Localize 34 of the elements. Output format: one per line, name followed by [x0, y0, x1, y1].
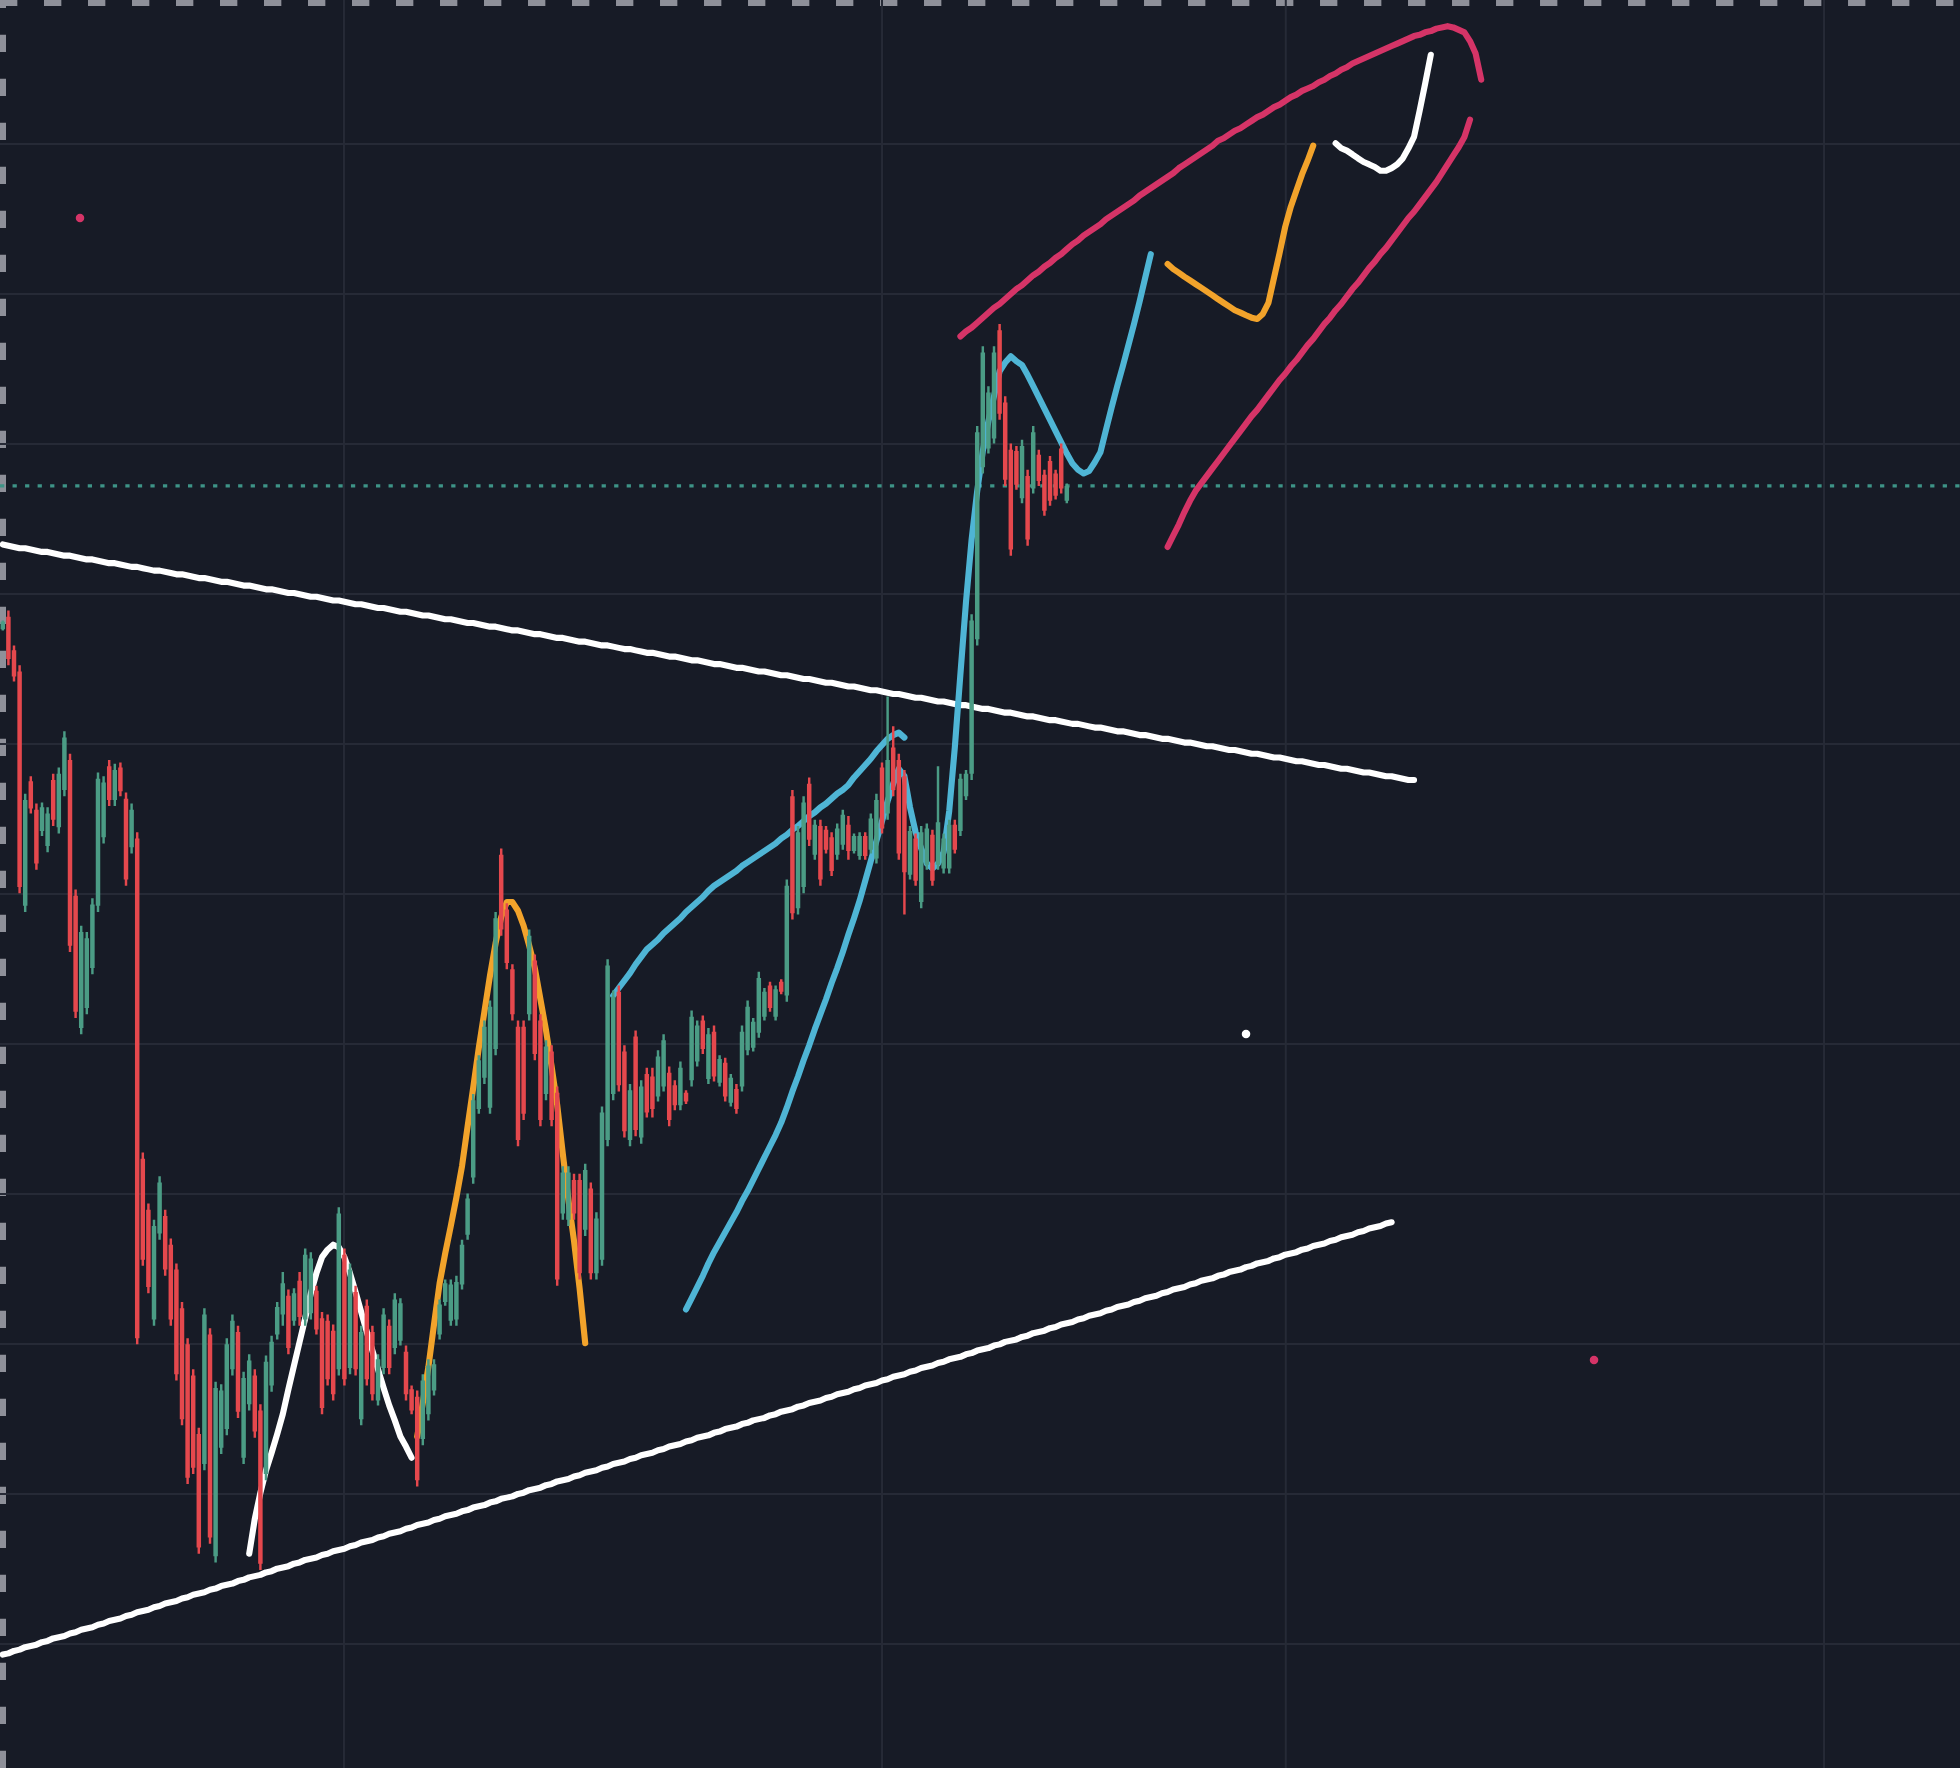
candlestick — [874, 793, 879, 864]
candlestick — [465, 1193, 470, 1240]
candlestick — [638, 1080, 644, 1144]
candlestick — [45, 807, 50, 853]
candlestick — [650, 1067, 655, 1118]
candlestick — [342, 1248, 347, 1386]
candlestick — [678, 1061, 683, 1111]
candlestick — [846, 816, 851, 860]
candlestick — [857, 832, 862, 860]
candlestick — [577, 1173, 582, 1280]
candlestick — [930, 829, 935, 886]
candlestick — [398, 1298, 403, 1346]
candlestick — [297, 1272, 302, 1326]
candlestick — [734, 1083, 739, 1114]
candlestick — [286, 1289, 291, 1355]
candlestick — [353, 1285, 358, 1376]
candlestick — [689, 1010, 694, 1087]
candlestick — [958, 773, 963, 837]
candlestick — [913, 833, 918, 886]
candlestick — [566, 1166, 571, 1226]
candlestick — [706, 1027, 711, 1084]
candlestick — [213, 1381, 218, 1563]
candlestick — [717, 1055, 722, 1087]
candlestick — [879, 762, 885, 834]
candlestick — [818, 819, 823, 886]
candlestick — [1025, 469, 1030, 546]
candlestick — [291, 1288, 297, 1326]
candlestick — [202, 1308, 207, 1471]
candlestick — [633, 1030, 638, 1137]
candlestick — [885, 696, 890, 820]
candlestick — [790, 789, 795, 920]
candlestick — [829, 832, 834, 876]
candlestick — [773, 985, 778, 1021]
candlestick — [129, 803, 134, 854]
